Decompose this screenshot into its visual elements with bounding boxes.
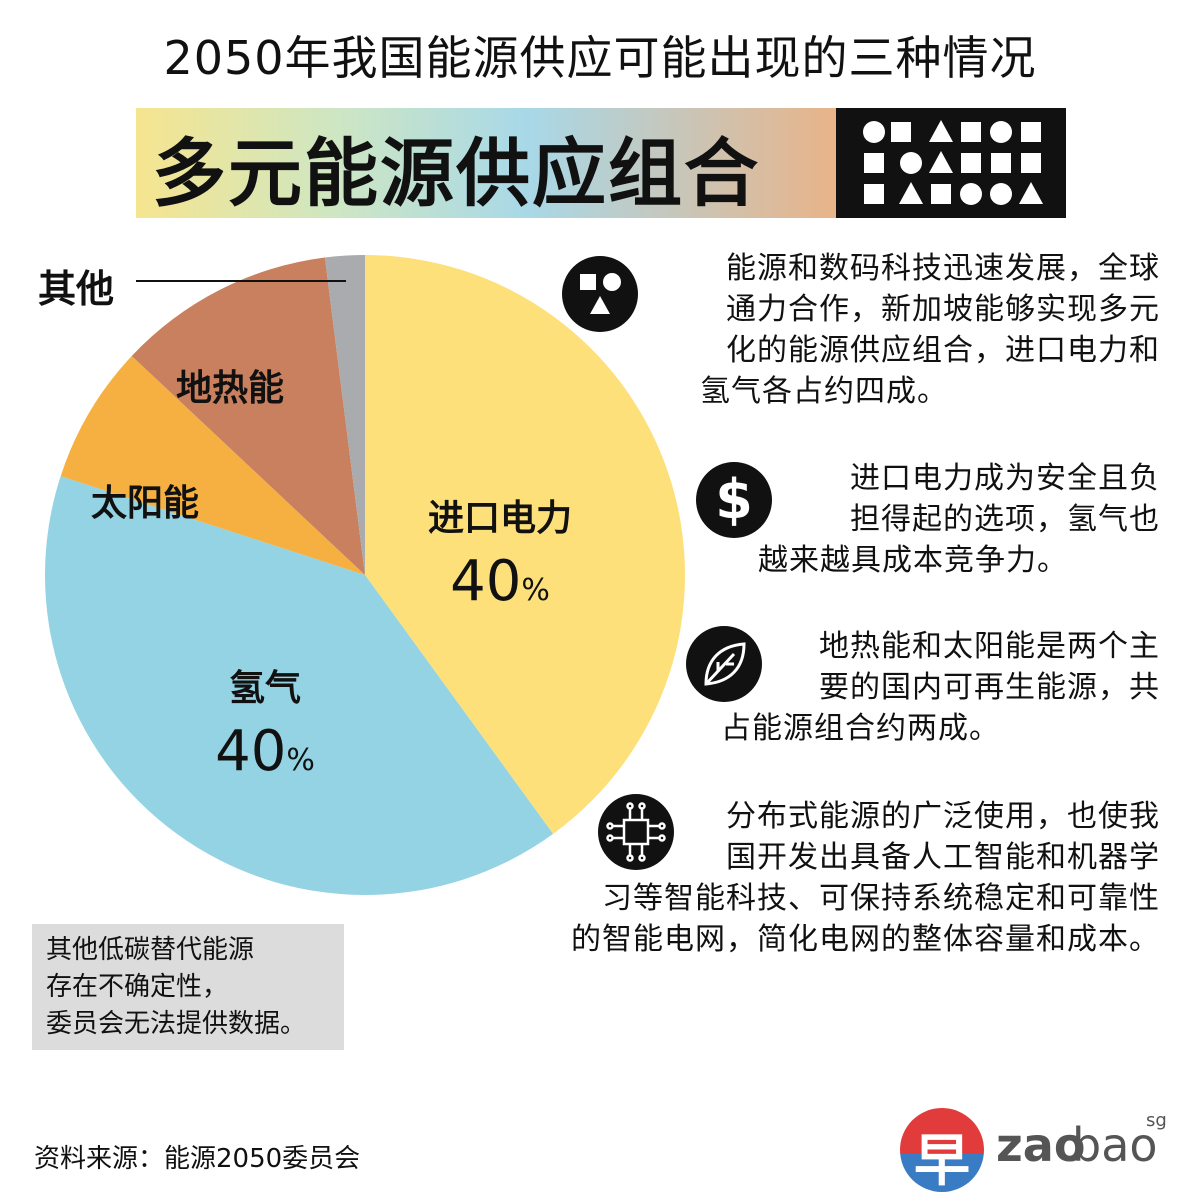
note-line: 越来越具成本竞争力。 xyxy=(758,543,1068,578)
chip-icon xyxy=(598,794,674,870)
note-line: 化的能源供应组合，进口电力和 xyxy=(726,333,1160,368)
slice-imported-power-label: 进口电力 xyxy=(428,498,572,539)
slice-hydrogen xyxy=(44,476,554,896)
note-line: 分布式能源的广泛使用，也使我 xyxy=(726,799,1160,834)
leaf-icon xyxy=(686,626,762,702)
slice-hydrogen-value: 40% xyxy=(215,719,315,784)
zaobao-logo-icon xyxy=(900,1108,984,1192)
slice-imported-power-value: 40% xyxy=(450,549,550,614)
note-4: 分布式能源的广泛使用，也使我 国开发出具备人工智能和机器学 习等智能科技、可保持… xyxy=(571,796,1160,960)
note-line: 的智能电网，简化电网的整体容量和成本。 xyxy=(571,922,1160,957)
slice-label-other: 其他 xyxy=(38,267,115,311)
note-line: 担得起的选项，氢气也 xyxy=(850,502,1160,537)
footnote: 其他低碳替代能源 存在不确定性， 委员会无法提供数据。 xyxy=(46,932,306,1043)
footnote-box xyxy=(32,924,344,1050)
footnote-line: 其他低碳替代能源 xyxy=(46,935,255,965)
note-2: 进口电力成为安全且负 担得起的选项，氢气也 越来越具成本竞争力。 xyxy=(758,458,1160,581)
note-line: 地热能和太阳能是两个主 xyxy=(819,629,1160,664)
footnote-line: 存在不确定性， xyxy=(46,972,229,1002)
energy-pie-chart: 进口电力 40% 氢气 40% 太阳能 地热能 xyxy=(44,255,686,896)
shapes-pattern-icon xyxy=(836,108,1066,218)
logo-bao: bao xyxy=(1072,1118,1158,1172)
banner-title: 多元能源供应组合 xyxy=(152,131,760,217)
slice-hydrogen-label: 氢气 xyxy=(229,668,301,709)
note-line: 国开发出具备人工智能和机器学 xyxy=(726,840,1160,875)
note-line: 习等智能科技、可保持系统稳定和可靠性 xyxy=(602,881,1160,916)
slice-geothermal xyxy=(131,257,365,575)
logo-glyph: 早 xyxy=(914,1129,970,1194)
note-line: 进口电力成为安全且负 xyxy=(850,461,1160,496)
note-line: 能源和数码科技迅速发展，全球 xyxy=(726,251,1160,286)
slice-solar-label: 太阳能 xyxy=(91,483,199,524)
note-line: 占能源组合约两成。 xyxy=(721,711,1000,746)
slice-geothermal-label: 地热能 xyxy=(176,368,284,409)
note-3: 地热能和太阳能是两个主 要的国内可再生能源，共 占能源组合约两成。 xyxy=(721,626,1160,749)
logo-zao: zao xyxy=(996,1118,1086,1172)
dollar-icon: $ xyxy=(696,462,772,538)
logo-sg: sg xyxy=(1146,1110,1167,1131)
slice-other xyxy=(324,255,365,575)
footnote-line: 委员会无法提供数据。 xyxy=(46,1009,307,1039)
page-title: 2050年我国能源供应可能出现的三种情况 xyxy=(163,31,1037,85)
other-leader-line xyxy=(136,280,346,282)
note-1: 能源和数码科技迅速发展，全球 通力合作，新加坡能够实现多元 化的能源供应组合，进… xyxy=(700,248,1160,412)
slice-imported-power xyxy=(365,255,686,834)
slice-solar xyxy=(60,355,365,575)
note-line: 通力合作，新加坡能够实现多元 xyxy=(726,292,1160,327)
note-line: 氢气各占约四成。 xyxy=(700,374,948,409)
note-line: 要的国内可再生能源，共 xyxy=(819,670,1160,705)
source-text: 资料来源：能源2050委员会 xyxy=(34,1144,361,1174)
shapes-icon xyxy=(562,256,638,332)
